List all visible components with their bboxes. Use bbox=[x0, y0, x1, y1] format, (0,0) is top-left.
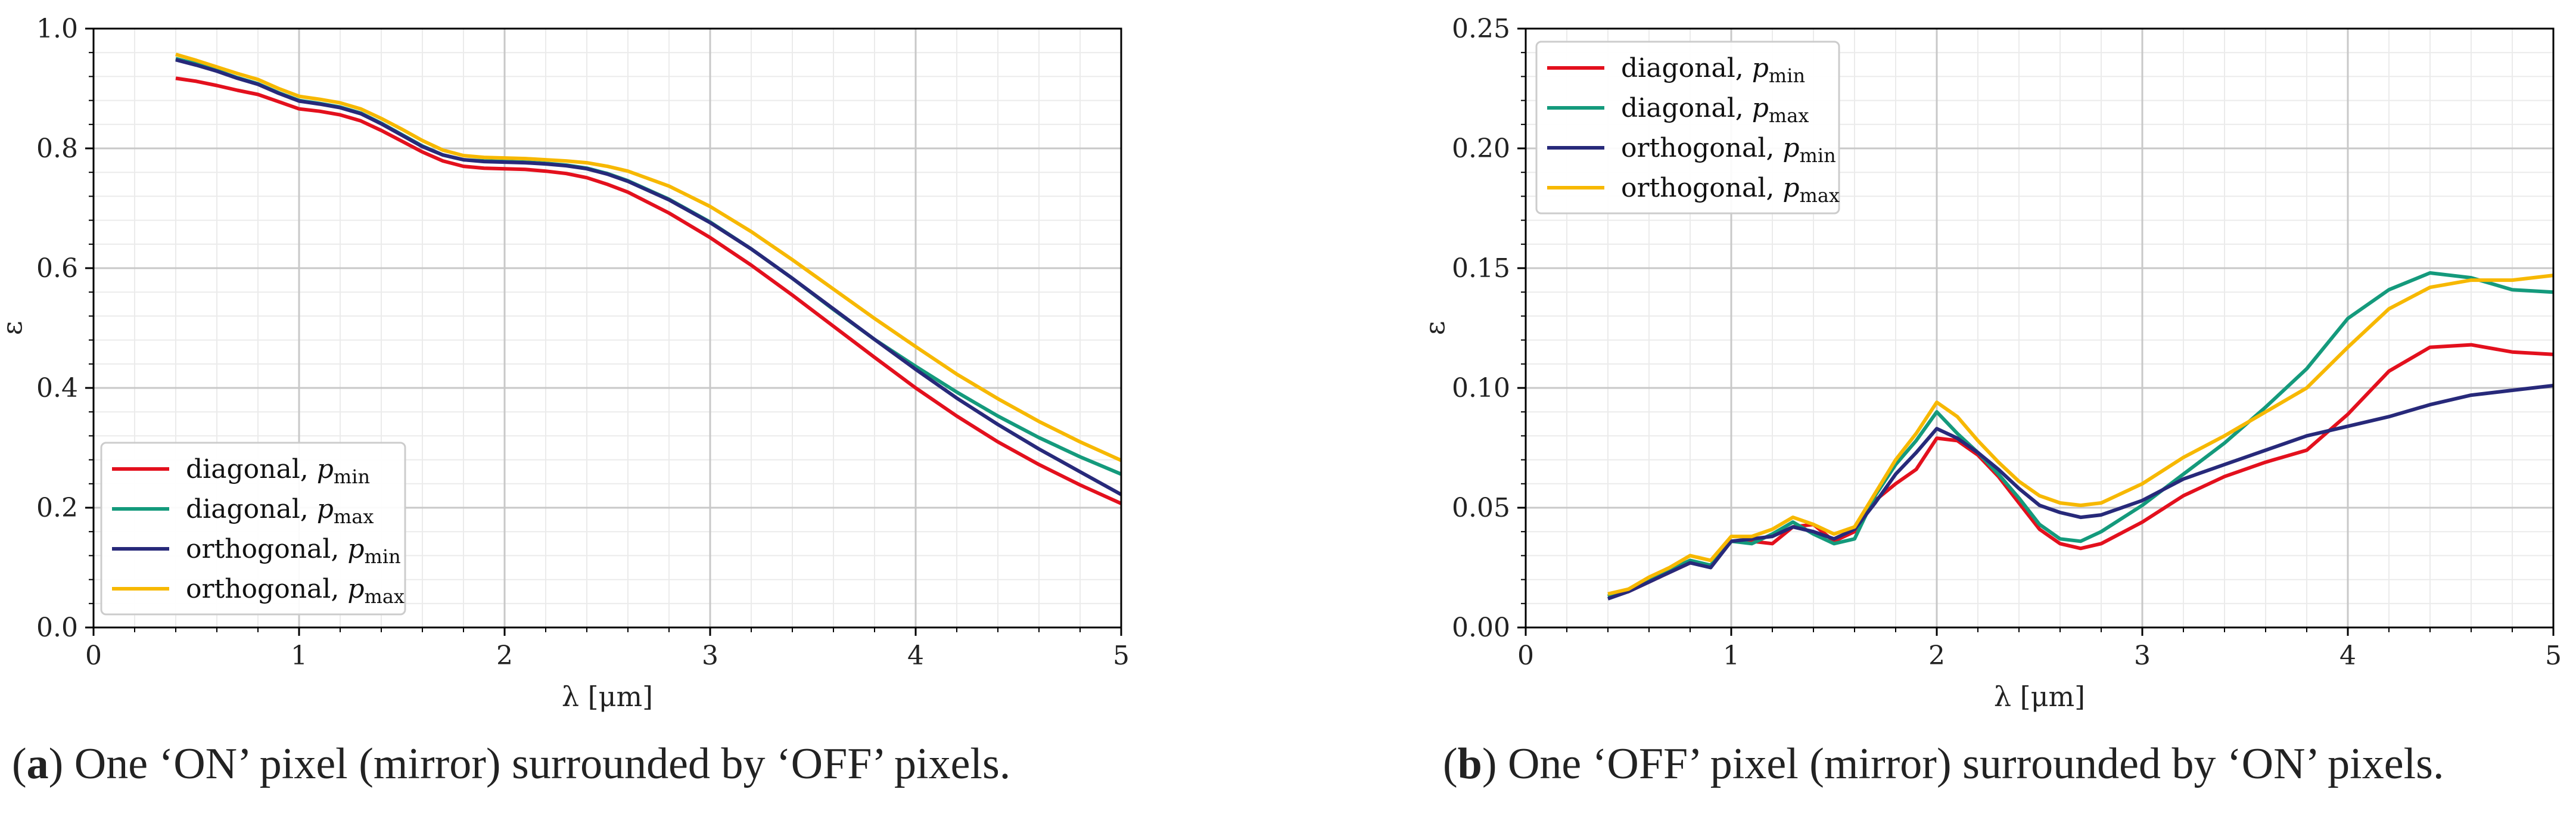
y-tick-label: 0.15 bbox=[1452, 253, 1510, 284]
legend-label-4: orthogonal, pmax bbox=[186, 574, 405, 608]
y-tick-label: 0.10 bbox=[1452, 373, 1510, 403]
y-tick-label: 0.6 bbox=[36, 253, 78, 284]
y-axis-label: ε bbox=[1418, 321, 1451, 335]
x-tick-label: 4 bbox=[907, 641, 924, 671]
y-tick-label: 0.0 bbox=[36, 613, 78, 643]
series-line-3 bbox=[1607, 384, 2554, 601]
x-tick-label: 4 bbox=[2339, 641, 2356, 671]
legend-label-1: diagonal, pmin bbox=[1621, 53, 1805, 87]
plot-frame bbox=[1525, 27, 2555, 629]
y-tick-label: 0.25 bbox=[1452, 14, 1510, 44]
legend-label-1: diagonal, pmin bbox=[186, 454, 370, 488]
y-tick-label: 0.05 bbox=[1452, 493, 1510, 523]
x-axis-label: λ [μm] bbox=[562, 681, 653, 713]
chart-b: 0 1 2 3 4 5 0.00 0.05 0.10 0.15 0.20 0.25 λ [μm] ε dia… bbox=[1418, 14, 2562, 713]
series-line-4 bbox=[175, 52, 1122, 462]
legend-label-2: diagonal, pmax bbox=[186, 494, 374, 528]
x-tick-label: 5 bbox=[1113, 641, 1130, 671]
caption-a-letter: a bbox=[26, 740, 49, 788]
series-line-1 bbox=[1607, 343, 2554, 598]
x-tick-label: 1 bbox=[291, 641, 307, 671]
y-axis-label: ε bbox=[0, 321, 28, 335]
y-tick-label: 1.0 bbox=[36, 14, 78, 44]
legend-label-3: orthogonal, pmin bbox=[1621, 133, 1836, 167]
series-line-1 bbox=[175, 76, 1122, 505]
x-tick-label: 5 bbox=[2545, 641, 2562, 671]
y-tick-label: 0.00 bbox=[1452, 613, 1510, 643]
legend-label-2: diagonal, pmax bbox=[1621, 93, 1809, 127]
plot-frame bbox=[92, 27, 1122, 629]
caption-a-text: ) One ‘ON’ pixel (mirror) surrounded by … bbox=[48, 740, 1011, 788]
legend-box bbox=[100, 442, 406, 616]
y-tick-label: 0.20 bbox=[1452, 133, 1510, 164]
x-tick-label: 1 bbox=[1723, 641, 1740, 671]
caption-a: (a) One ‘ON’ pixel (mirror) surrounded b… bbox=[12, 740, 1011, 788]
x-tick-label: 2 bbox=[496, 641, 513, 671]
y-tick-label: 0.4 bbox=[36, 373, 78, 403]
caption-b-letter: b bbox=[1457, 740, 1482, 788]
chart-a: 0 1 2 3 4 5 0.0 0.2 0.4 0.6 0.8 1.0 λ [μm] ε diagonal,… bbox=[0, 14, 1130, 713]
x-tick-label: 0 bbox=[1517, 641, 1534, 671]
series-line-4 bbox=[1607, 274, 2554, 596]
legend-label-3: orthogonal, pmin bbox=[186, 534, 401, 568]
x-tick-label: 3 bbox=[702, 641, 718, 671]
legend-label-4: orthogonal, pmax bbox=[1621, 173, 1840, 207]
x-tick-label: 0 bbox=[85, 641, 102, 671]
y-tick-label: 0.8 bbox=[36, 133, 78, 164]
x-tick-label: 2 bbox=[1928, 641, 1945, 671]
series-line-3 bbox=[175, 58, 1122, 496]
legend-box bbox=[1535, 41, 1840, 215]
caption-b-text: ) One ‘OFF’ pixel (mirror) surrounded by… bbox=[1482, 740, 2444, 788]
x-tick-label: 3 bbox=[2134, 641, 2151, 671]
caption-b: (b) One ‘OFF’ pixel (mirror) surrounded … bbox=[1443, 740, 2444, 788]
y-tick-label: 0.2 bbox=[36, 493, 78, 523]
x-axis-label: λ [μm] bbox=[1994, 681, 2085, 713]
